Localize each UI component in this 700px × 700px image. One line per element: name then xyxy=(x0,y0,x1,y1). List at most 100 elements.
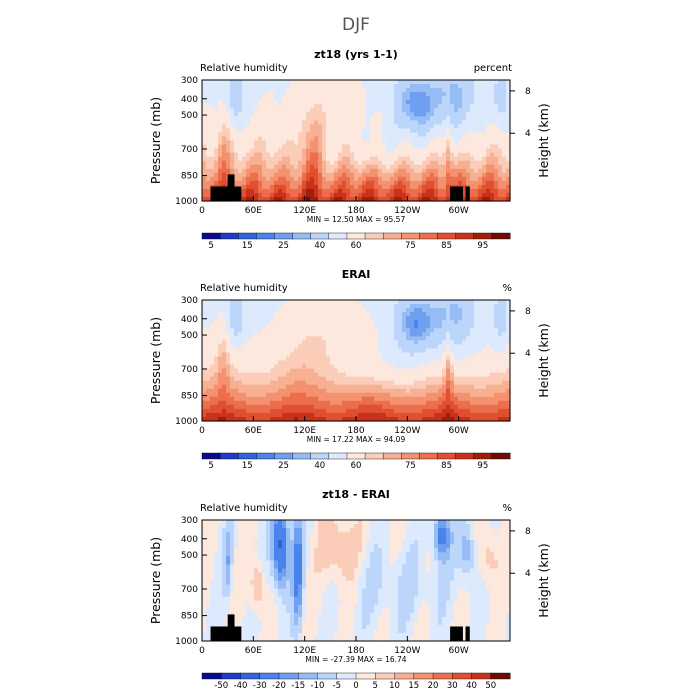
heatmap-cell xyxy=(466,312,471,317)
heatmap-cell xyxy=(494,152,499,158)
heatmap-cell xyxy=(494,96,499,101)
heatmap-cell xyxy=(502,164,507,170)
heatmap-cell xyxy=(374,336,379,341)
heatmap-cell xyxy=(446,152,451,158)
heatmap-cell xyxy=(374,400,379,406)
heatmap-cell xyxy=(378,416,383,422)
heatmap-cell xyxy=(242,176,247,182)
heatmap-cell xyxy=(478,360,483,366)
heatmap-cell xyxy=(370,80,375,85)
heatmap-cell xyxy=(274,328,279,333)
heatmap-cell xyxy=(294,180,299,186)
heatmap-cell xyxy=(238,168,243,174)
heatmap-cell xyxy=(358,88,363,93)
heatmap-cell xyxy=(474,156,479,162)
heatmap-cell xyxy=(282,364,287,370)
heatmap-cell xyxy=(246,328,251,333)
heatmap-cell xyxy=(426,408,431,414)
heatmap-cell xyxy=(462,328,467,333)
heatmap-cell xyxy=(398,404,403,410)
heatmap-cell xyxy=(378,152,383,158)
colorbar-box xyxy=(364,232,384,240)
heatmap-cell xyxy=(434,316,439,321)
heatmap-cell xyxy=(402,328,407,333)
heatmap-cell xyxy=(210,144,215,150)
heatmap-cell xyxy=(358,344,363,349)
heatmap-cell xyxy=(378,164,383,170)
heatmap-cell xyxy=(374,416,379,422)
heatmap-cell xyxy=(454,104,459,109)
heatmap-cell xyxy=(246,192,251,198)
heatmap-cell xyxy=(394,316,399,321)
heatmap-cell xyxy=(354,344,359,349)
heatmap-cell xyxy=(206,100,211,105)
heatmap-cell xyxy=(450,408,455,414)
heatmap-cell xyxy=(258,188,263,194)
heatmap-cell xyxy=(330,352,335,358)
heatmap-cell xyxy=(450,368,455,374)
heatmap-cell xyxy=(314,396,319,402)
heatmap-cell xyxy=(230,580,235,586)
heatmap-cell xyxy=(230,112,235,117)
heatmap-cell xyxy=(230,524,235,529)
heatmap-cell xyxy=(330,196,335,202)
heatmap-cell xyxy=(394,80,399,85)
heatmap-cell xyxy=(354,340,359,345)
heatmap-cell xyxy=(370,320,375,325)
heatmap-cell xyxy=(338,160,343,166)
heatmap-cell xyxy=(390,104,395,109)
heatmap-cell xyxy=(374,308,379,313)
heatmap-cell xyxy=(306,380,311,386)
heatmap-cell xyxy=(486,140,491,146)
heatmap-cell xyxy=(330,176,335,182)
heatmap-cell xyxy=(426,164,431,170)
heatmap-cell xyxy=(234,96,239,101)
heatmap-cell xyxy=(406,308,411,313)
heatmap-cell xyxy=(490,192,495,198)
heatmap-cell xyxy=(406,352,411,358)
heatmap-cell xyxy=(366,152,371,158)
heatmap-cell xyxy=(234,384,239,390)
heatmap-cell xyxy=(314,364,319,370)
heatmap-cell xyxy=(450,320,455,325)
heatmap-cell xyxy=(350,164,355,170)
heatmap-cell xyxy=(318,184,323,190)
heatmap-cell xyxy=(306,184,311,190)
heatmap-cell xyxy=(390,172,395,178)
heatmap-cell xyxy=(262,172,267,178)
heatmap-cell xyxy=(334,344,339,349)
heatmap-cell xyxy=(426,340,431,345)
heatmap-cell xyxy=(414,396,419,402)
heatmap-cell xyxy=(446,368,451,374)
heatmap-cell xyxy=(426,188,431,194)
heatmap-cell xyxy=(326,404,331,410)
heatmap-cell xyxy=(210,616,215,622)
heatmap-cell xyxy=(230,152,235,158)
heatmap-cell xyxy=(230,564,235,569)
heatmap-cell xyxy=(206,544,211,549)
heatmap-cell xyxy=(234,356,239,362)
heatmap-cell xyxy=(274,172,279,178)
heatmap-cell xyxy=(214,132,219,138)
heatmap-cell xyxy=(286,336,291,341)
heatmap-cell xyxy=(370,360,375,366)
heatmap-cell xyxy=(270,336,275,341)
heatmap-cell xyxy=(286,388,291,394)
heatmap-cell xyxy=(318,164,323,170)
heatmap-cell xyxy=(270,164,275,170)
heatmap-cell xyxy=(302,124,307,129)
heatmap-cell xyxy=(502,196,507,202)
heatmap-cell xyxy=(494,192,499,198)
heatmap-cell xyxy=(242,340,247,345)
heatmap-cell xyxy=(242,316,247,321)
heatmap-cell xyxy=(346,304,351,309)
heatmap-cell xyxy=(266,312,271,317)
heatmap-cell xyxy=(298,84,303,89)
heatmap-cell xyxy=(462,164,467,170)
heatmap-cell xyxy=(286,348,291,354)
heatmap-cell xyxy=(374,364,379,370)
heatmap-cell xyxy=(230,396,235,402)
heatmap-cell xyxy=(210,416,215,422)
heatmap-cell xyxy=(462,160,467,166)
heatmap-cell xyxy=(254,180,259,186)
